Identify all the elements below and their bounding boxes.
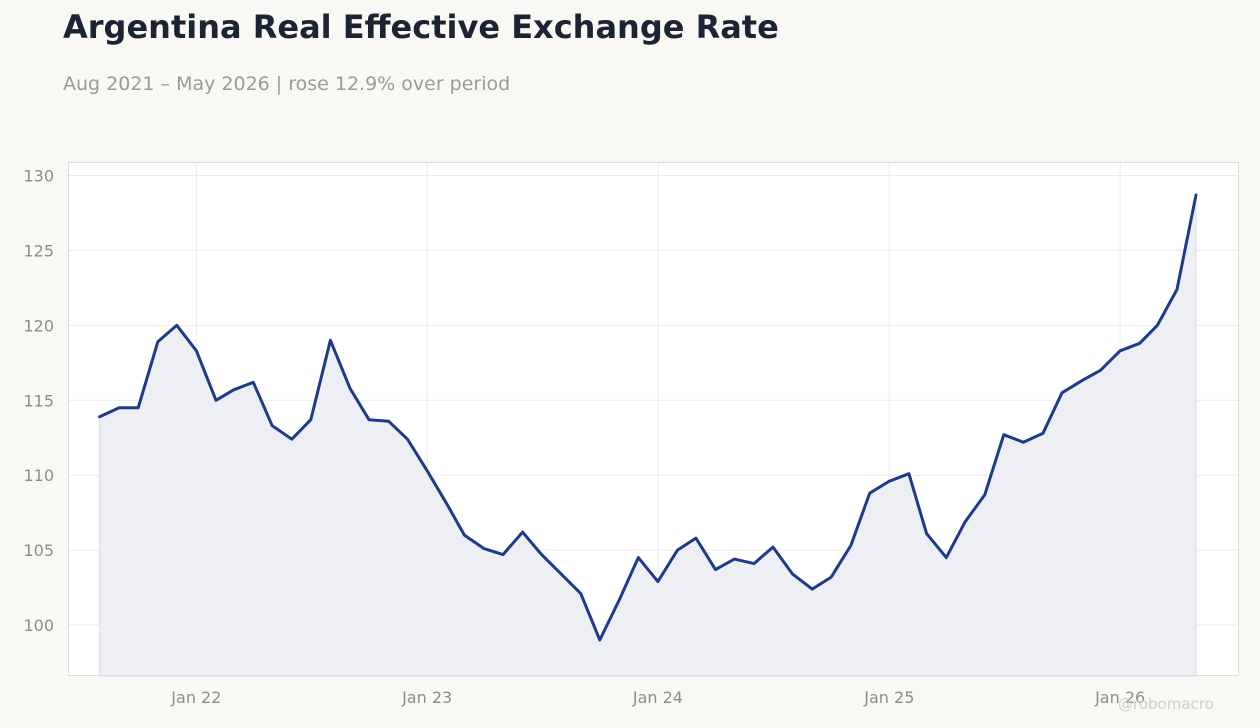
y-tick-label: 110 — [23, 466, 54, 485]
y-tick-label: 120 — [23, 316, 54, 335]
y-tick-label: 130 — [23, 166, 54, 185]
y-tick-label: 125 — [23, 241, 54, 260]
x-tick-label: Jan 25 — [863, 688, 914, 707]
x-tick-label: Jan 22 — [170, 688, 221, 707]
plot-frame — [68, 162, 1239, 676]
x-tick-label: Jan 23 — [401, 688, 452, 707]
y-tick-label: 115 — [23, 391, 54, 410]
watermark: @robomacro — [1118, 695, 1214, 713]
chart-subtitle: Aug 2021 – May 2026 | rose 12.9% over pe… — [63, 73, 511, 95]
x-tick-label: Jan 26 — [1094, 688, 1145, 707]
chart-title: Argentina Real Effective Exchange Rate — [63, 8, 779, 46]
tick-layer: 100 105 110 115 120 125 130 Jan 22 Jan 23 Jan 24 J… — [23, 166, 1145, 707]
y-tick-label: 105 — [23, 541, 54, 560]
series-line — [98, 193, 1198, 642]
x-tick-label: Jan 24 — [632, 688, 683, 707]
y-tick-label: 100 — [23, 616, 54, 635]
